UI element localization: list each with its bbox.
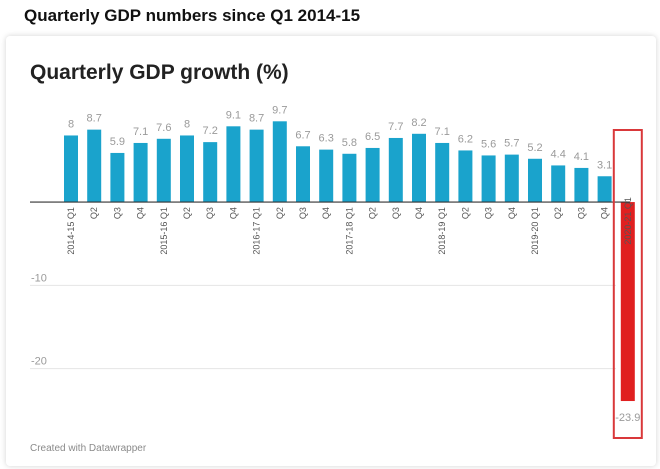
data-label: 5.6 [481,138,496,150]
bar [156,138,171,203]
category-label: Q2 [182,207,192,219]
category-label: 2015-16 Q1 [159,207,169,255]
bar [574,167,589,203]
bar [203,142,218,203]
bar [342,153,357,203]
bar [133,142,148,203]
category-label: Q4 [507,207,517,219]
category-label: 2014-15 Q1 [66,207,76,255]
category-label: Q4 [321,207,331,219]
data-label: 8.7 [87,113,102,125]
data-label: 5.7 [504,138,519,150]
bar [388,137,403,203]
category-label: 2017-18 Q1 [344,207,354,255]
data-label: 6.5 [365,131,380,143]
category-label: Q3 [298,207,308,219]
highlight-box [612,129,643,439]
category-label: Q3 [576,207,586,219]
data-label: 8 [68,118,74,130]
page-heading: Quarterly GDP numbers since Q1 2014-15 [24,6,361,25]
bar [504,154,519,203]
data-label: 9.7 [272,104,287,116]
data-label: 7.1 [435,126,450,138]
data-label: 8 [184,118,190,130]
data-label: 5.2 [527,142,542,154]
chart-title: Quarterly GDP growth (%) [30,61,289,84]
category-label: Q3 [112,207,122,219]
category-label: Q2 [275,207,285,219]
bar [64,135,78,203]
bar-highlight [620,202,635,402]
bar [272,121,287,203]
category-label: 2016-17 Q1 [252,207,262,255]
data-label: -23.9 [615,412,640,424]
category-label: 2018-19 Q1 [437,207,447,255]
bar [528,158,542,203]
data-label: 7.6 [156,122,171,134]
category-label: Q2 [368,207,378,219]
category-label: Q3 [484,207,494,219]
category-label: Q4 [414,207,424,219]
category-label: 2020-21 Q1 [623,197,633,245]
bar [226,126,241,203]
category-label: Q3 [391,207,401,219]
bar [458,150,473,203]
category-label: Q3 [205,207,215,219]
data-label: 5.9 [110,136,125,148]
data-label: 3.1 [597,159,612,171]
bar [435,142,450,203]
category-label: Q2 [89,207,99,219]
bar [481,155,496,203]
category-label: Q4 [136,207,146,219]
data-label: 4.4 [551,148,566,160]
data-label: 7.1 [133,126,148,138]
bar [412,133,426,203]
category-label: Q2 [460,207,470,219]
bar [319,149,334,203]
data-label: 4.1 [574,151,589,163]
datawrapper-credit: Created with Datawrapper [30,443,147,454]
y-tick-label: -20 [31,356,47,368]
bar [551,165,566,203]
data-label: 9.1 [226,109,241,121]
data-label: 5.8 [342,137,357,149]
category-label: 2019-20 Q1 [530,207,540,255]
data-label: 7.7 [388,121,403,133]
bar [597,176,612,203]
data-label: 6.7 [295,129,310,141]
category-label: Q4 [228,207,238,219]
bar [365,147,380,203]
bar [296,146,310,203]
bar [180,135,194,203]
category-label: Q2 [553,207,563,219]
data-label: 8.7 [249,113,264,125]
data-label: 6.3 [319,133,334,145]
chart-card [6,36,656,466]
y-tick-label: -10 [31,272,47,284]
data-label: 7.2 [203,125,218,137]
category-label: Q4 [600,207,610,219]
bar [87,129,102,203]
bar [249,129,264,203]
data-label: 6.2 [458,133,473,145]
data-label: 8.2 [411,117,426,129]
bar [110,152,125,203]
